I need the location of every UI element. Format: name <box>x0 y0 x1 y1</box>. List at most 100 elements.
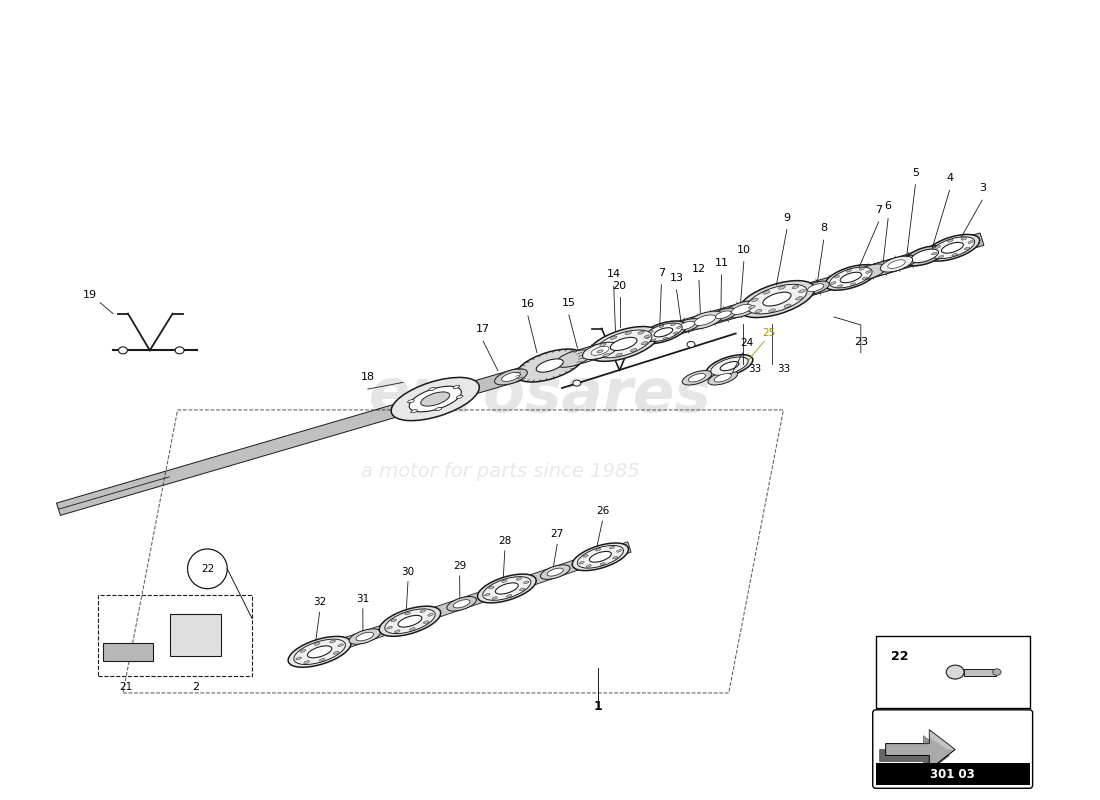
Ellipse shape <box>488 586 494 589</box>
Ellipse shape <box>894 258 912 266</box>
Text: 7: 7 <box>876 205 882 215</box>
Ellipse shape <box>436 407 442 410</box>
Ellipse shape <box>837 285 843 287</box>
Text: 16: 16 <box>521 299 535 309</box>
Ellipse shape <box>483 577 531 600</box>
Text: 6: 6 <box>884 202 892 211</box>
Ellipse shape <box>392 378 480 421</box>
Ellipse shape <box>492 597 497 599</box>
Ellipse shape <box>387 626 393 629</box>
Ellipse shape <box>854 264 886 280</box>
Ellipse shape <box>582 342 618 359</box>
Ellipse shape <box>424 621 429 623</box>
Ellipse shape <box>586 565 592 567</box>
Ellipse shape <box>506 594 512 598</box>
Ellipse shape <box>932 252 937 255</box>
Text: 25: 25 <box>762 328 776 338</box>
Text: 18: 18 <box>361 372 375 382</box>
Ellipse shape <box>610 338 637 350</box>
Ellipse shape <box>453 600 470 608</box>
Ellipse shape <box>694 315 716 326</box>
Ellipse shape <box>390 619 397 622</box>
Ellipse shape <box>495 369 527 385</box>
Ellipse shape <box>659 326 663 327</box>
Text: 22: 22 <box>891 650 909 662</box>
Ellipse shape <box>888 260 905 269</box>
Ellipse shape <box>747 284 807 314</box>
Ellipse shape <box>935 246 940 248</box>
Ellipse shape <box>961 238 967 240</box>
Ellipse shape <box>859 267 865 270</box>
Ellipse shape <box>751 298 758 302</box>
Ellipse shape <box>946 665 964 679</box>
Ellipse shape <box>175 347 184 354</box>
Ellipse shape <box>477 574 536 603</box>
Ellipse shape <box>714 374 732 382</box>
Text: 29: 29 <box>453 561 466 571</box>
Ellipse shape <box>911 249 938 262</box>
Ellipse shape <box>904 246 945 266</box>
Ellipse shape <box>516 349 583 382</box>
Text: 20: 20 <box>613 281 627 290</box>
Ellipse shape <box>763 291 770 294</box>
Ellipse shape <box>420 392 450 406</box>
Text: 19: 19 <box>84 290 97 300</box>
Ellipse shape <box>952 254 957 256</box>
Ellipse shape <box>830 282 836 284</box>
Ellipse shape <box>398 615 422 627</box>
Ellipse shape <box>992 669 1001 675</box>
Ellipse shape <box>429 387 436 390</box>
Ellipse shape <box>645 323 682 342</box>
Ellipse shape <box>866 270 871 274</box>
Ellipse shape <box>495 583 518 594</box>
Text: eurosares: eurosares <box>368 366 712 425</box>
Ellipse shape <box>829 267 872 288</box>
Ellipse shape <box>638 331 645 334</box>
Ellipse shape <box>330 640 336 643</box>
Text: 30: 30 <box>402 566 415 577</box>
Text: 301 03: 301 03 <box>931 768 975 781</box>
Ellipse shape <box>409 386 461 412</box>
Ellipse shape <box>779 286 785 290</box>
Ellipse shape <box>710 308 737 322</box>
Text: 2: 2 <box>191 682 199 692</box>
Ellipse shape <box>686 311 723 329</box>
Ellipse shape <box>420 610 426 613</box>
Ellipse shape <box>762 292 791 306</box>
Text: 33: 33 <box>778 364 791 374</box>
Ellipse shape <box>708 370 738 385</box>
Ellipse shape <box>799 290 805 293</box>
Ellipse shape <box>315 642 320 646</box>
Ellipse shape <box>640 321 686 344</box>
Text: a motor for parts since 1985: a motor for parts since 1985 <box>361 462 640 481</box>
Text: 23: 23 <box>854 337 868 346</box>
Text: 24: 24 <box>740 338 754 348</box>
Ellipse shape <box>654 328 673 337</box>
Text: 27: 27 <box>551 530 564 539</box>
Ellipse shape <box>663 337 668 339</box>
Ellipse shape <box>547 568 563 576</box>
Ellipse shape <box>716 311 732 318</box>
Ellipse shape <box>678 322 695 330</box>
Ellipse shape <box>649 330 653 333</box>
Ellipse shape <box>739 281 815 318</box>
Ellipse shape <box>880 256 913 272</box>
Ellipse shape <box>405 612 410 615</box>
Bar <box>98 594 252 676</box>
Text: 13: 13 <box>670 273 683 283</box>
Ellipse shape <box>755 310 762 313</box>
Text: 10: 10 <box>737 245 751 254</box>
Ellipse shape <box>706 354 752 378</box>
Ellipse shape <box>840 272 861 282</box>
Ellipse shape <box>428 614 433 616</box>
Ellipse shape <box>379 606 441 636</box>
Ellipse shape <box>597 350 603 353</box>
Ellipse shape <box>288 637 351 667</box>
Ellipse shape <box>616 353 623 356</box>
Ellipse shape <box>304 661 309 663</box>
Ellipse shape <box>356 632 374 641</box>
Text: 1: 1 <box>593 700 602 713</box>
Ellipse shape <box>540 565 570 579</box>
Ellipse shape <box>610 336 617 339</box>
Text: 14: 14 <box>607 270 620 279</box>
